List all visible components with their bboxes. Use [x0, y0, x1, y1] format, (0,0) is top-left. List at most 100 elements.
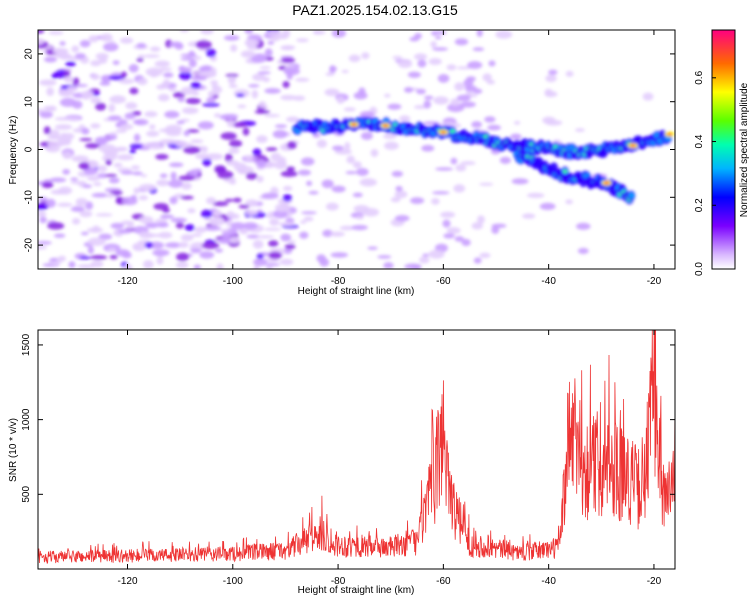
heatmap-noise-blob — [169, 41, 183, 48]
colorbar-tick-label: 0.6 — [694, 70, 705, 84]
snr-y-tick-label: 1500 — [21, 333, 32, 356]
heatmap-noise-blob — [164, 242, 182, 248]
heatmap-noise-blob — [180, 53, 198, 57]
heatmap-noise-blob — [367, 246, 378, 250]
heatmap-noise-blob — [130, 194, 137, 201]
heatmap-noise-blob — [399, 115, 411, 122]
heatmap-noise-blob — [90, 97, 102, 104]
heatmap-noise-blob — [188, 169, 199, 178]
heatmap-noise-blob — [510, 133, 522, 140]
heatmap-noise-blob — [227, 120, 235, 128]
heatmap-noise-blob — [197, 121, 214, 130]
heatmap-noise-blob — [108, 247, 117, 253]
heatmap-noise-blob — [198, 66, 212, 71]
heatmap-noise-blob — [109, 40, 116, 44]
heatmap-noise-blob — [225, 73, 239, 78]
heatmap-noise-blob — [544, 91, 558, 98]
heatmap-noise-blob — [118, 78, 135, 84]
heatmap-noise-blob — [477, 215, 485, 224]
heatmap-noise-blob — [267, 40, 275, 45]
heatmap-noise-blob — [306, 180, 313, 186]
heatmap-noise-blob — [59, 41, 66, 46]
heatmap-noise-blob — [109, 254, 118, 260]
heatmap-noise-blob — [38, 203, 49, 210]
heatmap-noise-blob — [417, 59, 427, 68]
heatmap-y-tick-label: 20 — [24, 48, 35, 60]
heatmap-x-tick-label: -20 — [647, 276, 662, 287]
heatmap-ridge-blob — [450, 129, 456, 134]
heatmap-noise-blob — [251, 55, 267, 63]
heatmap-noise-blob — [176, 252, 190, 262]
heatmap-noise-blob — [137, 54, 146, 59]
heatmap-noise-blob — [159, 139, 177, 145]
heatmap-noise-blob — [322, 229, 333, 238]
heatmap-noise-blob — [38, 37, 45, 45]
heatmap-noise-blob — [190, 72, 203, 76]
heatmap-noise-blob — [177, 97, 185, 103]
heatmap-noise-blob — [74, 84, 88, 88]
heatmap-noise-blob — [355, 215, 364, 220]
heatmap-noise-blob — [52, 47, 69, 54]
heatmap-noise-blob — [258, 101, 267, 109]
heatmap-noise-blob — [152, 249, 170, 257]
heatmap-noise-blob — [163, 72, 174, 78]
heatmap-branch-blob — [628, 192, 635, 199]
heatmap-noise-blob — [185, 97, 201, 105]
heatmap-noise-blob — [213, 209, 222, 218]
heatmap-noise-blob — [466, 76, 476, 82]
heatmap-noise-blob — [44, 56, 58, 63]
heatmap-hotspot — [351, 123, 357, 126]
heatmap-noise-blob — [256, 253, 264, 260]
heatmap-noise-blob — [180, 195, 194, 200]
snr-x-tick-label: -60 — [436, 576, 451, 587]
heatmap-noise-blob — [124, 112, 136, 120]
heatmap-noise-blob — [321, 179, 334, 189]
heatmap-noise-blob — [230, 222, 246, 230]
heatmap-noise-blob — [139, 231, 150, 236]
heatmap-noise-blob — [95, 213, 113, 217]
heatmap-noise-blob — [487, 124, 501, 131]
heatmap-noise-blob — [59, 97, 77, 107]
heatmap-noise-blob — [267, 30, 282, 37]
heatmap-noise-blob — [137, 78, 148, 86]
heatmap-noise-blob — [242, 222, 258, 230]
heatmap-noise-blob — [253, 258, 267, 267]
heatmap-noise-blob — [377, 255, 392, 259]
heatmap-noise-blob — [88, 35, 99, 43]
heatmap-noise-blob — [297, 169, 311, 176]
heatmap-noise-blob — [49, 177, 67, 183]
heatmap-noise-blob — [329, 66, 337, 71]
heatmap-noise-blob — [479, 182, 494, 186]
heatmap-noise-blob — [482, 73, 492, 82]
heatmap-noise-blob — [150, 46, 161, 52]
heatmap-noise-blob — [112, 60, 120, 65]
heatmap-noise-blob — [138, 183, 157, 192]
heatmap-noise-blob — [190, 75, 208, 81]
heatmap-noise-blob — [575, 128, 585, 132]
heatmap-noise-blob — [176, 142, 194, 148]
heatmap-branch-blob — [562, 169, 568, 174]
heatmap-noise-blob — [58, 89, 75, 97]
heatmap-noise-blob — [206, 97, 216, 104]
heatmap-noise-blob — [264, 88, 281, 94]
heatmap-noise-blob — [116, 154, 134, 161]
heatmap-noise-blob — [102, 155, 109, 162]
snr-series-line — [38, 330, 675, 564]
heatmap-noise-blob — [190, 248, 202, 254]
heatmap-noise-blob — [264, 113, 281, 118]
heatmap-noise-blob — [39, 216, 47, 224]
heatmap-y-tick-label: -20 — [24, 237, 35, 252]
heatmap-noise-blob — [154, 60, 171, 68]
heatmap-noise-blob — [158, 231, 173, 239]
heatmap-noise-blob — [115, 196, 123, 205]
heatmap-noise-blob — [183, 130, 190, 137]
heatmap-noise-blob — [81, 90, 93, 99]
chart-title: PAZ1.2025.154.02.13.G15 — [292, 2, 458, 18]
heatmap-noise-blob — [360, 131, 373, 140]
heatmap-noise-blob — [51, 73, 59, 79]
heatmap-noise-blob — [432, 47, 449, 51]
heatmap-noise-blob — [288, 240, 296, 245]
heatmap-noise-blob — [262, 258, 280, 263]
heatmap-noise-blob — [132, 171, 143, 176]
heatmap-noise-blob — [264, 263, 281, 267]
